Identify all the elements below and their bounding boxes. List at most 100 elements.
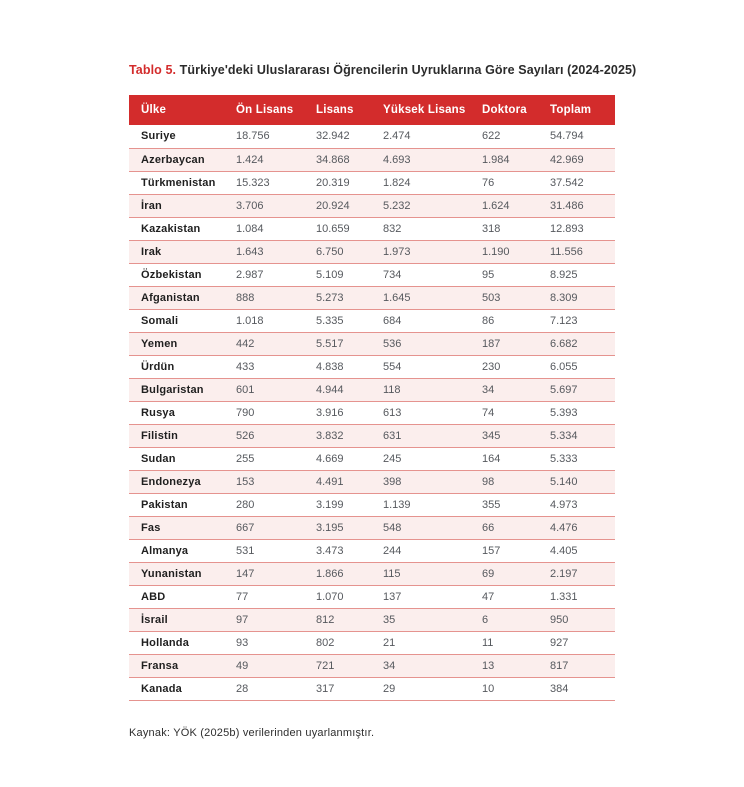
table-row: Yunanistan 147 1.866 115 69 2.197 xyxy=(129,562,615,586)
value-cell: 18.756 xyxy=(226,125,306,149)
table-row: Ürdün 433 4.838 554 230 6.055 xyxy=(129,355,615,379)
value-cell: 118 xyxy=(373,378,472,402)
value-cell: 5.109 xyxy=(306,263,373,287)
value-cell: 4.669 xyxy=(306,447,373,471)
value-cell: 147 xyxy=(226,562,306,586)
country-cell: Irak xyxy=(129,240,226,264)
table-row: Fransa 49 721 34 13 817 xyxy=(129,654,615,678)
column-header-yuksek-lisans: Yüksek Lisans xyxy=(373,95,472,125)
value-cell: 8.309 xyxy=(540,286,615,310)
value-cell: 503 xyxy=(472,286,540,310)
country-cell: Almanya xyxy=(129,539,226,563)
value-cell: 98 xyxy=(472,470,540,494)
value-cell: 66 xyxy=(472,516,540,540)
table-row: Irak 1.643 6.750 1.973 1.190 11.556 xyxy=(129,240,615,264)
value-cell: 49 xyxy=(226,654,306,678)
value-cell: 5.232 xyxy=(373,194,472,218)
value-cell: 3.916 xyxy=(306,401,373,425)
value-cell: 888 xyxy=(226,286,306,310)
value-cell: 164 xyxy=(472,447,540,471)
value-cell: 1.018 xyxy=(226,309,306,333)
table-row: Sudan 255 4.669 245 164 5.333 xyxy=(129,447,615,471)
table-row: Pakistan 280 3.199 1.139 355 4.973 xyxy=(129,493,615,517)
value-cell: 812 xyxy=(306,608,373,632)
table-row: Endonezya 153 4.491 398 98 5.140 xyxy=(129,470,615,494)
source-note: Kaynak: YÖK (2025b) verilerinden uyarlan… xyxy=(129,726,375,739)
table-body: Suriye 18.756 32.942 2.474 622 54.794 Azerbayc… xyxy=(129,125,615,701)
value-cell: 1.645 xyxy=(373,286,472,310)
value-cell: 622 xyxy=(472,125,540,149)
value-cell: 1.643 xyxy=(226,240,306,264)
value-cell: 35 xyxy=(373,608,472,632)
table-number-label: Tablo 5. xyxy=(129,63,177,77)
value-cell: 613 xyxy=(373,401,472,425)
column-header-ulke: Ülke xyxy=(129,95,226,125)
value-cell: 29 xyxy=(373,677,472,701)
value-cell: 31.486 xyxy=(540,194,615,218)
value-cell: 442 xyxy=(226,332,306,356)
column-header-doktora: Doktora xyxy=(472,95,540,125)
country-cell: Fransa xyxy=(129,654,226,678)
value-cell: 1.984 xyxy=(472,148,540,172)
value-cell: 255 xyxy=(226,447,306,471)
value-cell: 6.055 xyxy=(540,355,615,379)
country-cell: Kanada xyxy=(129,677,226,701)
value-cell: 536 xyxy=(373,332,472,356)
country-cell: Suriye xyxy=(129,125,226,149)
value-cell: 1.424 xyxy=(226,148,306,172)
value-cell: 734 xyxy=(373,263,472,287)
value-cell: 4.838 xyxy=(306,355,373,379)
value-cell: 187 xyxy=(472,332,540,356)
column-header-on-lisans: Ön Lisans xyxy=(226,95,306,125)
value-cell: 1.084 xyxy=(226,217,306,241)
table-row: Yemen 442 5.517 536 187 6.682 xyxy=(129,332,615,356)
value-cell: 54.794 xyxy=(540,125,615,149)
value-cell: 32.942 xyxy=(306,125,373,149)
value-cell: 1.331 xyxy=(540,585,615,609)
value-cell: 3.199 xyxy=(306,493,373,517)
table-row: Almanya 531 3.473 244 157 4.405 xyxy=(129,539,615,563)
value-cell: 601 xyxy=(226,378,306,402)
country-cell: ABD xyxy=(129,585,226,609)
value-cell: 1.866 xyxy=(306,562,373,586)
value-cell: 5.333 xyxy=(540,447,615,471)
table-row: Somali 1.018 5.335 684 86 7.123 xyxy=(129,309,615,333)
value-cell: 317 xyxy=(306,677,373,701)
country-cell: İsrail xyxy=(129,608,226,632)
value-cell: 1.190 xyxy=(472,240,540,264)
value-cell: 245 xyxy=(373,447,472,471)
value-cell: 5.334 xyxy=(540,424,615,448)
table-header: Ülke Ön Lisans Lisans Yüksek Lisans Dokt… xyxy=(129,95,615,125)
table-row: ABD 77 1.070 137 47 1.331 xyxy=(129,585,615,609)
value-cell: 86 xyxy=(472,309,540,333)
value-cell: 137 xyxy=(373,585,472,609)
country-cell: Fas xyxy=(129,516,226,540)
table-row: Özbekistan 2.987 5.109 734 95 8.925 xyxy=(129,263,615,287)
value-cell: 1.070 xyxy=(306,585,373,609)
country-cell: Filistin xyxy=(129,424,226,448)
students-by-nationality-table: Ülke Ön Lisans Lisans Yüksek Lisans Dokt… xyxy=(129,95,615,701)
value-cell: 34.868 xyxy=(306,148,373,172)
country-cell: Afganistan xyxy=(129,286,226,310)
value-cell: 37.542 xyxy=(540,171,615,195)
value-cell: 280 xyxy=(226,493,306,517)
value-cell: 5.697 xyxy=(540,378,615,402)
value-cell: 97 xyxy=(226,608,306,632)
table-row: Hollanda 93 802 21 11 927 xyxy=(129,631,615,655)
country-cell: Bulgaristan xyxy=(129,378,226,402)
value-cell: 355 xyxy=(472,493,540,517)
value-cell: 832 xyxy=(373,217,472,241)
table-row: Fas 667 3.195 548 66 4.476 xyxy=(129,516,615,540)
value-cell: 76 xyxy=(472,171,540,195)
value-cell: 28 xyxy=(226,677,306,701)
value-cell: 548 xyxy=(373,516,472,540)
value-cell: 20.924 xyxy=(306,194,373,218)
value-cell: 1.973 xyxy=(373,240,472,264)
value-cell: 42.969 xyxy=(540,148,615,172)
country-cell: Endonezya xyxy=(129,470,226,494)
value-cell: 1.624 xyxy=(472,194,540,218)
value-cell: 93 xyxy=(226,631,306,655)
value-cell: 531 xyxy=(226,539,306,563)
value-cell: 69 xyxy=(472,562,540,586)
country-cell: Somali xyxy=(129,309,226,333)
